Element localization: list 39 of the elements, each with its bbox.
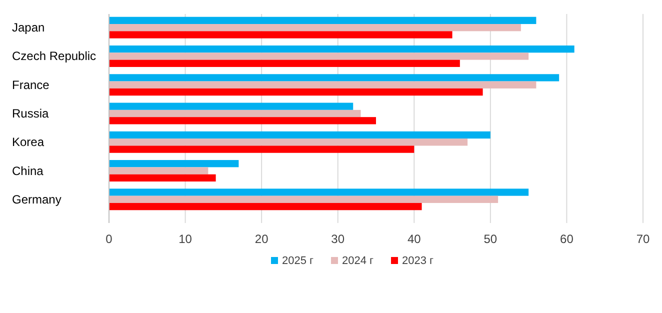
- x-tick-label: 20: [254, 232, 269, 246]
- y-tick-label: Japan: [12, 20, 45, 35]
- bar: [109, 74, 560, 82]
- bar: [109, 117, 376, 124]
- x-tick-label: 10: [178, 232, 192, 246]
- bar: [109, 202, 422, 210]
- bar: [109, 174, 216, 182]
- y-tick-label: France: [12, 78, 50, 92]
- bar: [109, 81, 536, 88]
- y-tick-label: Russia: [12, 106, 50, 120]
- x-tick-label: 70: [636, 232, 650, 246]
- bar: [109, 167, 208, 174]
- bar: [109, 131, 490, 139]
- bar: [109, 88, 483, 96]
- x-tick-label: 40: [407, 232, 422, 246]
- x-tick-label: 50: [484, 232, 498, 246]
- bar: [109, 146, 414, 153]
- y-tick-label: China: [12, 164, 44, 178]
- bar: [109, 52, 529, 60]
- bar: [109, 110, 361, 118]
- legend-label: 2024 г: [342, 255, 374, 267]
- bar: [109, 196, 498, 203]
- y-tick-label: Germany: [12, 192, 62, 206]
- bar: [109, 188, 529, 196]
- y-tick-label: Korea: [12, 135, 44, 150]
- legend-label: 2025 г: [282, 255, 314, 267]
- bar: [109, 138, 468, 146]
- bar: [109, 102, 354, 110]
- x-tick-label: 60: [560, 232, 574, 246]
- bar: [109, 16, 536, 24]
- y-tick-label: Czech Republic: [12, 49, 96, 64]
- x-tick-label: 0: [106, 232, 113, 246]
- bar: [109, 45, 574, 53]
- bar: [109, 24, 521, 32]
- bar: [109, 60, 460, 67]
- bar: [109, 160, 239, 168]
- legend-label: 2023 г: [402, 255, 434, 267]
- bar: [109, 31, 452, 38]
- x-tick-label: 30: [331, 232, 345, 246]
